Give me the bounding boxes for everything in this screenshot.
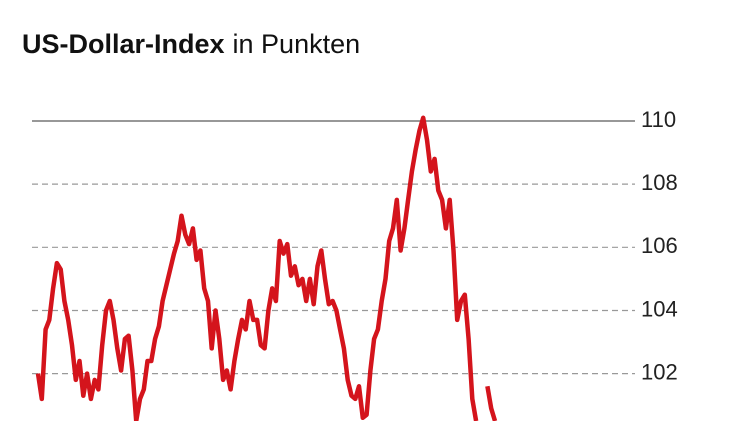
y-tick-label: 104: [641, 296, 678, 321]
y-tick-label: 108: [641, 170, 678, 195]
title-main: US-Dollar-Index: [22, 29, 225, 59]
y-tick-label: 110: [641, 107, 676, 132]
chart-title: US-Dollar-Index in Punkten: [22, 29, 360, 59]
y-tick-label: 102: [641, 359, 678, 384]
title-unit: in Punkten: [233, 29, 361, 59]
data-line: [35, 115, 498, 421]
y-tick-label: 106: [641, 233, 678, 258]
